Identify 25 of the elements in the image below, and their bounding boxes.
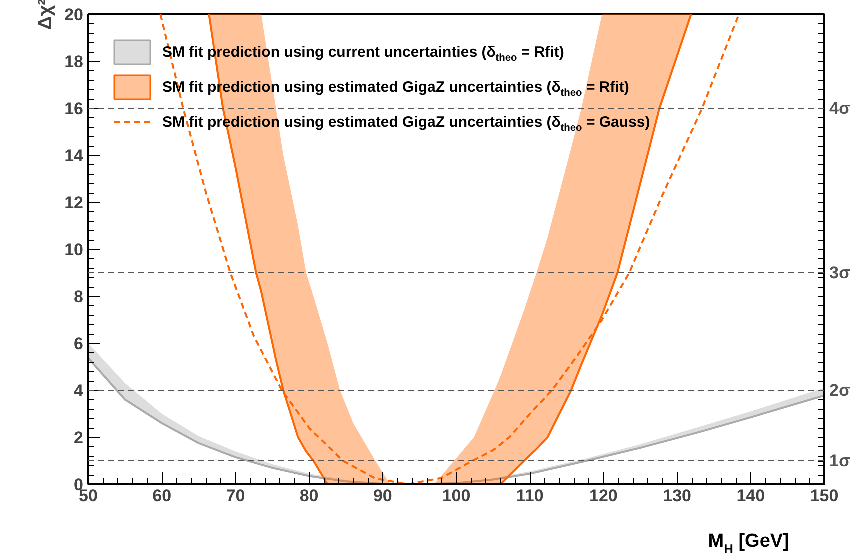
y-tick-label: 2: [74, 428, 84, 448]
y-tick-label: 14: [64, 146, 84, 166]
x-tick-label: 60: [152, 486, 172, 506]
y-tick-label: 18: [64, 52, 84, 72]
ref-line-label: 2σ: [830, 381, 851, 400]
y-tick-label: 4: [74, 382, 84, 400]
x-tick-label: 110: [516, 486, 544, 506]
x-tick-label: 130: [663, 486, 692, 506]
x-tick-label: 100: [442, 486, 471, 506]
x-tick-label: 120: [590, 486, 618, 506]
x-tick-label: 80: [300, 486, 319, 506]
y-tick-label: 8: [74, 288, 84, 306]
y-tick-label: 6: [74, 334, 84, 354]
x-tick-label: 140: [736, 486, 766, 506]
x-tick-label: 70: [226, 486, 246, 506]
y-tick-label: 10: [64, 240, 84, 260]
ref-line-label: 3σ: [830, 264, 851, 282]
y-tick-label: 12: [64, 194, 84, 212]
ref-line-label: 4σ: [830, 99, 851, 118]
x-tick-label: 150: [810, 486, 839, 506]
y-tick-label: 20: [64, 6, 84, 24]
x-tick-label: 90: [373, 486, 392, 506]
line-series: [160, 14, 740, 484]
y-tick-label: 16: [64, 100, 84, 118]
ref-line-label: 1σ: [830, 452, 851, 470]
